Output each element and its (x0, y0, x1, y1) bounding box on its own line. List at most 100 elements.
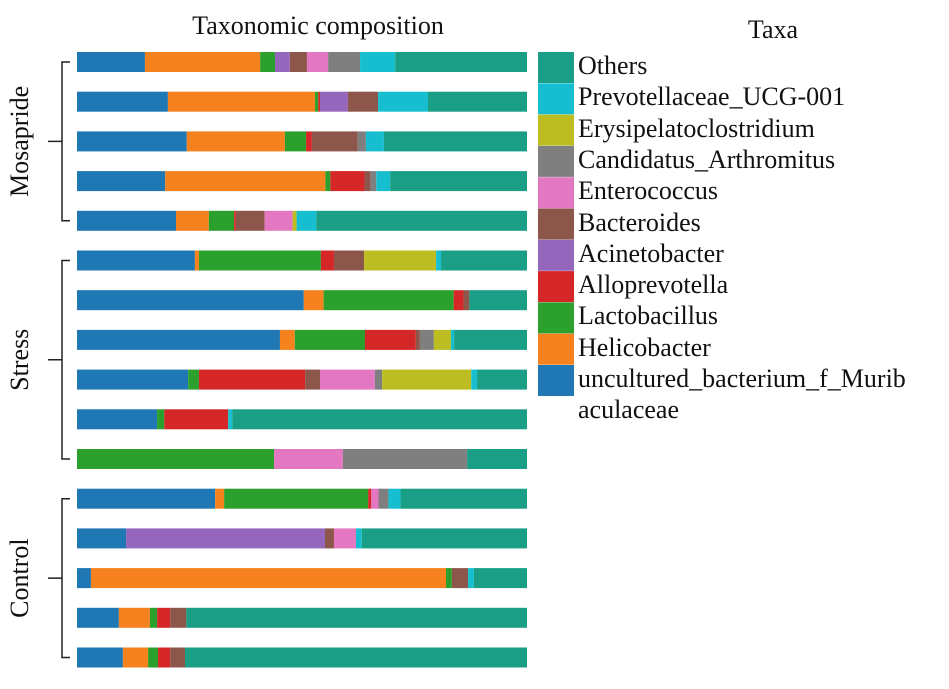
bar-segment (170, 607, 187, 628)
bar-segment (428, 91, 527, 112)
bar-segment (149, 607, 158, 628)
group-label: Control (5, 538, 34, 617)
legend-label: uncultured_bacterium_f_Muribaculaceae (578, 364, 906, 424)
legend-label: Bacteroides (578, 207, 701, 237)
bar-segment (320, 250, 334, 271)
bar-segment (118, 607, 150, 628)
legend-label: Enterococcus (578, 176, 719, 206)
bar-segment (356, 528, 362, 549)
bar-segment (451, 568, 469, 589)
bar-segment (365, 131, 384, 152)
bar-segment (279, 329, 295, 350)
bar-segment (330, 171, 365, 192)
bar-segment (364, 171, 371, 192)
bar-segment (400, 488, 527, 509)
bar-segment (453, 290, 464, 311)
bar-segment (167, 91, 316, 112)
bar-segment (232, 409, 527, 430)
bar-segment (264, 210, 293, 231)
bar-segment (77, 607, 119, 628)
bar-segment (284, 131, 307, 152)
bar-segment (383, 131, 527, 152)
bar-segment (333, 528, 356, 549)
bar-segment (446, 568, 452, 589)
legend-label: Alloprevotella (578, 270, 729, 300)
bar-segment (463, 290, 470, 311)
legend-label: Candidatus_Arthromitus (578, 144, 836, 174)
bar-segment (228, 409, 233, 430)
bar-segment (77, 449, 275, 469)
bar-segment (477, 369, 527, 390)
bar-segment (342, 449, 468, 469)
legend-swatch (538, 333, 574, 365)
bar-segment (198, 250, 321, 271)
bar-segment (441, 250, 527, 271)
bar-segment (186, 131, 285, 152)
bar-segment (77, 250, 195, 271)
legend-label: Prevotellaceae_UCG-001 (578, 82, 846, 112)
bar-segment (395, 52, 527, 72)
bar-segment (454, 329, 527, 350)
bar-segment (294, 329, 365, 350)
bar-segment (275, 52, 290, 72)
bar-segment (469, 290, 527, 311)
legend-swatch (538, 271, 574, 303)
legend-label: Helicobacter (578, 332, 711, 362)
bar-segment (370, 171, 377, 192)
bar-segment (305, 369, 320, 390)
bar-segment (333, 250, 365, 271)
legend-swatch (538, 114, 574, 146)
legend-swatch (538, 208, 574, 240)
bar-segment (170, 647, 185, 668)
bar-segment (77, 131, 187, 152)
bar-segment (77, 488, 216, 509)
bar-segment (186, 607, 527, 628)
legend-swatch (538, 52, 574, 83)
chart-title: Taxonomic composition (192, 11, 444, 40)
bar-segment (371, 488, 379, 509)
bar-segment (234, 210, 236, 231)
bar-segment (365, 329, 416, 350)
bar-segment (390, 171, 527, 192)
bar-segment (296, 210, 317, 231)
bar-segment (274, 449, 343, 469)
bar-segment (303, 290, 324, 311)
bar-segment (378, 488, 389, 509)
bar-segment (77, 290, 304, 311)
bar-segment (224, 488, 369, 509)
bar-segment (77, 568, 91, 589)
bar-segment (77, 369, 189, 390)
legend-swatch (538, 83, 574, 115)
bar-segment (235, 210, 265, 231)
bar-segment (90, 568, 446, 589)
bar-segment (306, 131, 312, 152)
bar-segment (289, 52, 307, 72)
bar-segment (77, 528, 127, 549)
bar-segment (419, 329, 434, 350)
bar-segment (176, 210, 209, 231)
bar-segment (450, 329, 455, 350)
bar-segment (376, 171, 391, 192)
bar-segment (185, 647, 527, 668)
bar-segment (361, 528, 527, 549)
bar-segment (357, 131, 366, 152)
bar-segment (320, 369, 375, 390)
legend-swatch (538, 177, 574, 209)
bar-segment (77, 329, 280, 350)
bar-segment (77, 91, 168, 112)
bar-segment (215, 488, 225, 509)
group-bracket (48, 259, 70, 460)
bar-segment (325, 171, 331, 192)
bar-segment (122, 647, 149, 668)
bar-segment (157, 409, 165, 430)
group-bracket (48, 497, 70, 659)
bar-segment (148, 647, 158, 668)
bar-segment (77, 52, 145, 72)
bar-segment (468, 568, 474, 589)
bar-segment (144, 52, 261, 72)
bar-segment (382, 369, 472, 390)
legend-label: Lactobacillus (578, 301, 719, 331)
bar-segment (433, 329, 451, 350)
bar-segment (165, 171, 326, 192)
bar-segment (318, 91, 320, 112)
